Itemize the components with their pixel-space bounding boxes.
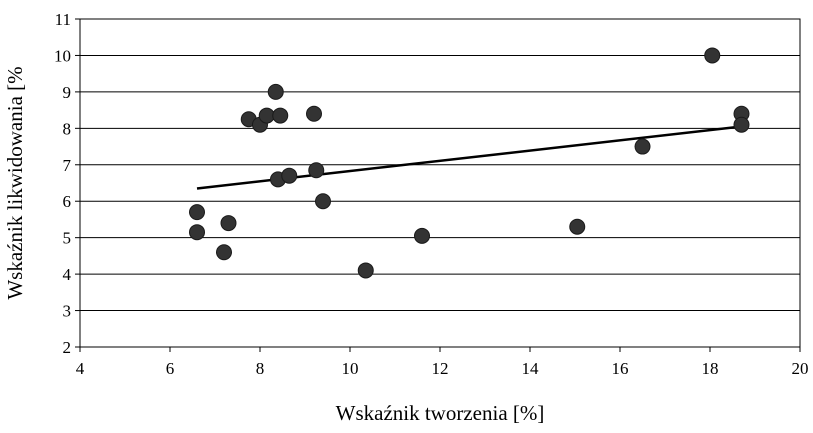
scatter-point [189,224,205,241]
scatter-point [216,244,232,261]
x-tick-label: 8 [256,359,265,378]
scatter-point [634,138,651,155]
scatter-point [733,116,750,133]
data-points [189,47,750,279]
y-tick-label: 6 [63,192,72,211]
plot-area [79,18,801,348]
scatter-point [267,83,284,100]
y-tick-label: 3 [63,302,72,321]
y-tick-label: 11 [55,10,71,29]
x-tick-label: 6 [166,359,175,378]
y-tick-label: 4 [63,265,72,284]
scatter-point [315,193,331,210]
x-tick-label: 16 [612,359,629,378]
scatter-point [357,262,374,279]
axis-ticks: 2 3 4 5 6 7 8 9 10 11 4 6 8 10 12 14 16 18 20 [54,10,809,378]
y-tick-label: 8 [63,119,72,138]
y-tick-label: 10 [54,46,71,65]
scatter-point [414,227,430,244]
x-axis-title: Wskaźnik tworzenia [%] [336,401,545,425]
scatter-point [272,107,289,124]
scatter-point [258,107,275,124]
scatter-point [308,162,325,179]
x-tick-label: 12 [432,359,449,378]
scatter-point [569,218,586,235]
y-axis-title: Wskaźnik likwidowania [% [3,66,27,299]
x-tick-label: 20 [792,359,809,378]
scatter-point [281,167,298,184]
y-tick-label: 2 [63,338,72,357]
x-tick-label: 4 [76,359,85,378]
y-tick-label: 7 [63,156,72,175]
x-tick-label: 14 [522,359,540,378]
scatter-point [306,105,322,122]
x-tick-label: 18 [702,359,719,378]
y-tick-label: 9 [63,83,72,102]
y-tick-label: 5 [63,229,72,248]
scatter-point [220,215,237,232]
scatter-point [704,47,721,64]
x-tick-label: 10 [342,359,359,378]
scatter-point [189,204,205,221]
